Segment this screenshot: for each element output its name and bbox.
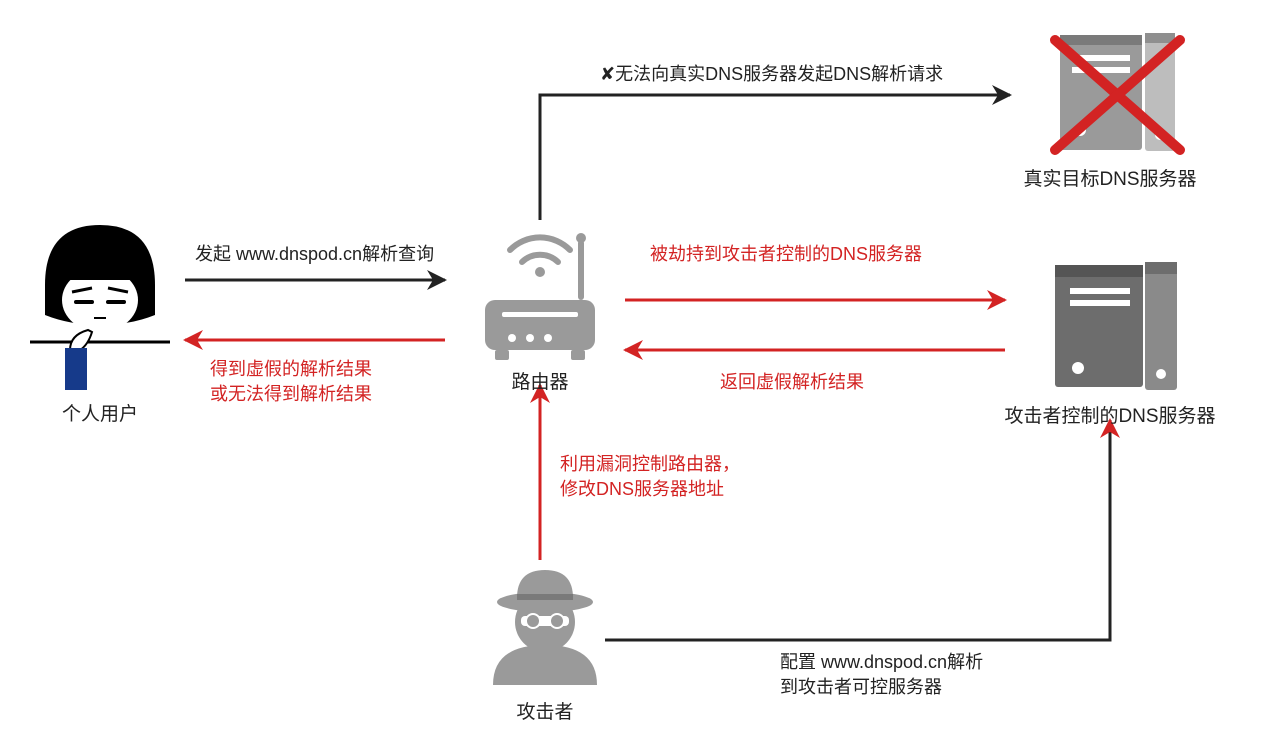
node-label: 攻击者控制的DNS服务器 (1004, 405, 1215, 427)
edge-label-line1: 配置 www.dnspod.cn解析 (780, 652, 983, 672)
edge-label-line2: 到攻击者可控服务器 (780, 677, 942, 697)
node-label: 路由器 (511, 371, 568, 393)
node-real-dns: 真实目标DNS服务器 (1023, 33, 1196, 190)
edge-label-line1: 得到虚假的解析结果 (210, 359, 372, 379)
node-label: 真实目标DNS服务器 (1023, 168, 1196, 190)
user-icon (30, 225, 170, 390)
server-icon (1055, 262, 1177, 390)
dns-hijack-diagram: 发起 www.dnspod.cn解析查询 得到虚假的解析结果 或无法得到解析结果… (0, 0, 1280, 747)
edge-label: 发起 www.dnspod.cn解析查询 (195, 244, 434, 264)
edge-router-to-realdns: ✘无法向真实DNS服务器发起DNS解析请求 (540, 64, 1010, 220)
edge-label-line2: 或无法得到解析结果 (210, 384, 372, 404)
node-attacker: 攻击者 (493, 570, 597, 723)
edge-router-to-evildns: 被劫持到攻击者控制的DNS服务器 (625, 244, 1005, 300)
node-evil-dns: 攻击者控制的DNS服务器 (1004, 262, 1215, 427)
edge-label-line1: 利用漏洞控制路由器， (560, 454, 740, 474)
edge-attacker-to-router: 利用漏洞控制路由器， 修改DNS服务器地址 (540, 385, 740, 560)
edge-label: ✘无法向真实DNS服务器发起DNS解析请求 (600, 64, 943, 84)
edge-label-line2: 修改DNS服务器地址 (560, 479, 724, 499)
edge-user-to-router: 发起 www.dnspod.cn解析查询 (185, 244, 445, 280)
edge-router-to-user: 得到虚假的解析结果 或无法得到解析结果 (185, 340, 445, 404)
edge-label: 被劫持到攻击者控制的DNS服务器 (650, 244, 922, 264)
edge-evildns-to-router: 返回虚假解析结果 (625, 350, 1005, 392)
edge-label: 返回虚假解析结果 (720, 372, 864, 392)
node-label: 个人用户 (62, 403, 138, 425)
node-user: 个人用户 (30, 225, 170, 425)
node-router: 路由器 (485, 233, 595, 393)
attacker-icon (493, 570, 597, 685)
router-icon (485, 233, 595, 360)
node-label: 攻击者 (516, 701, 573, 723)
server-icon (1055, 33, 1180, 151)
